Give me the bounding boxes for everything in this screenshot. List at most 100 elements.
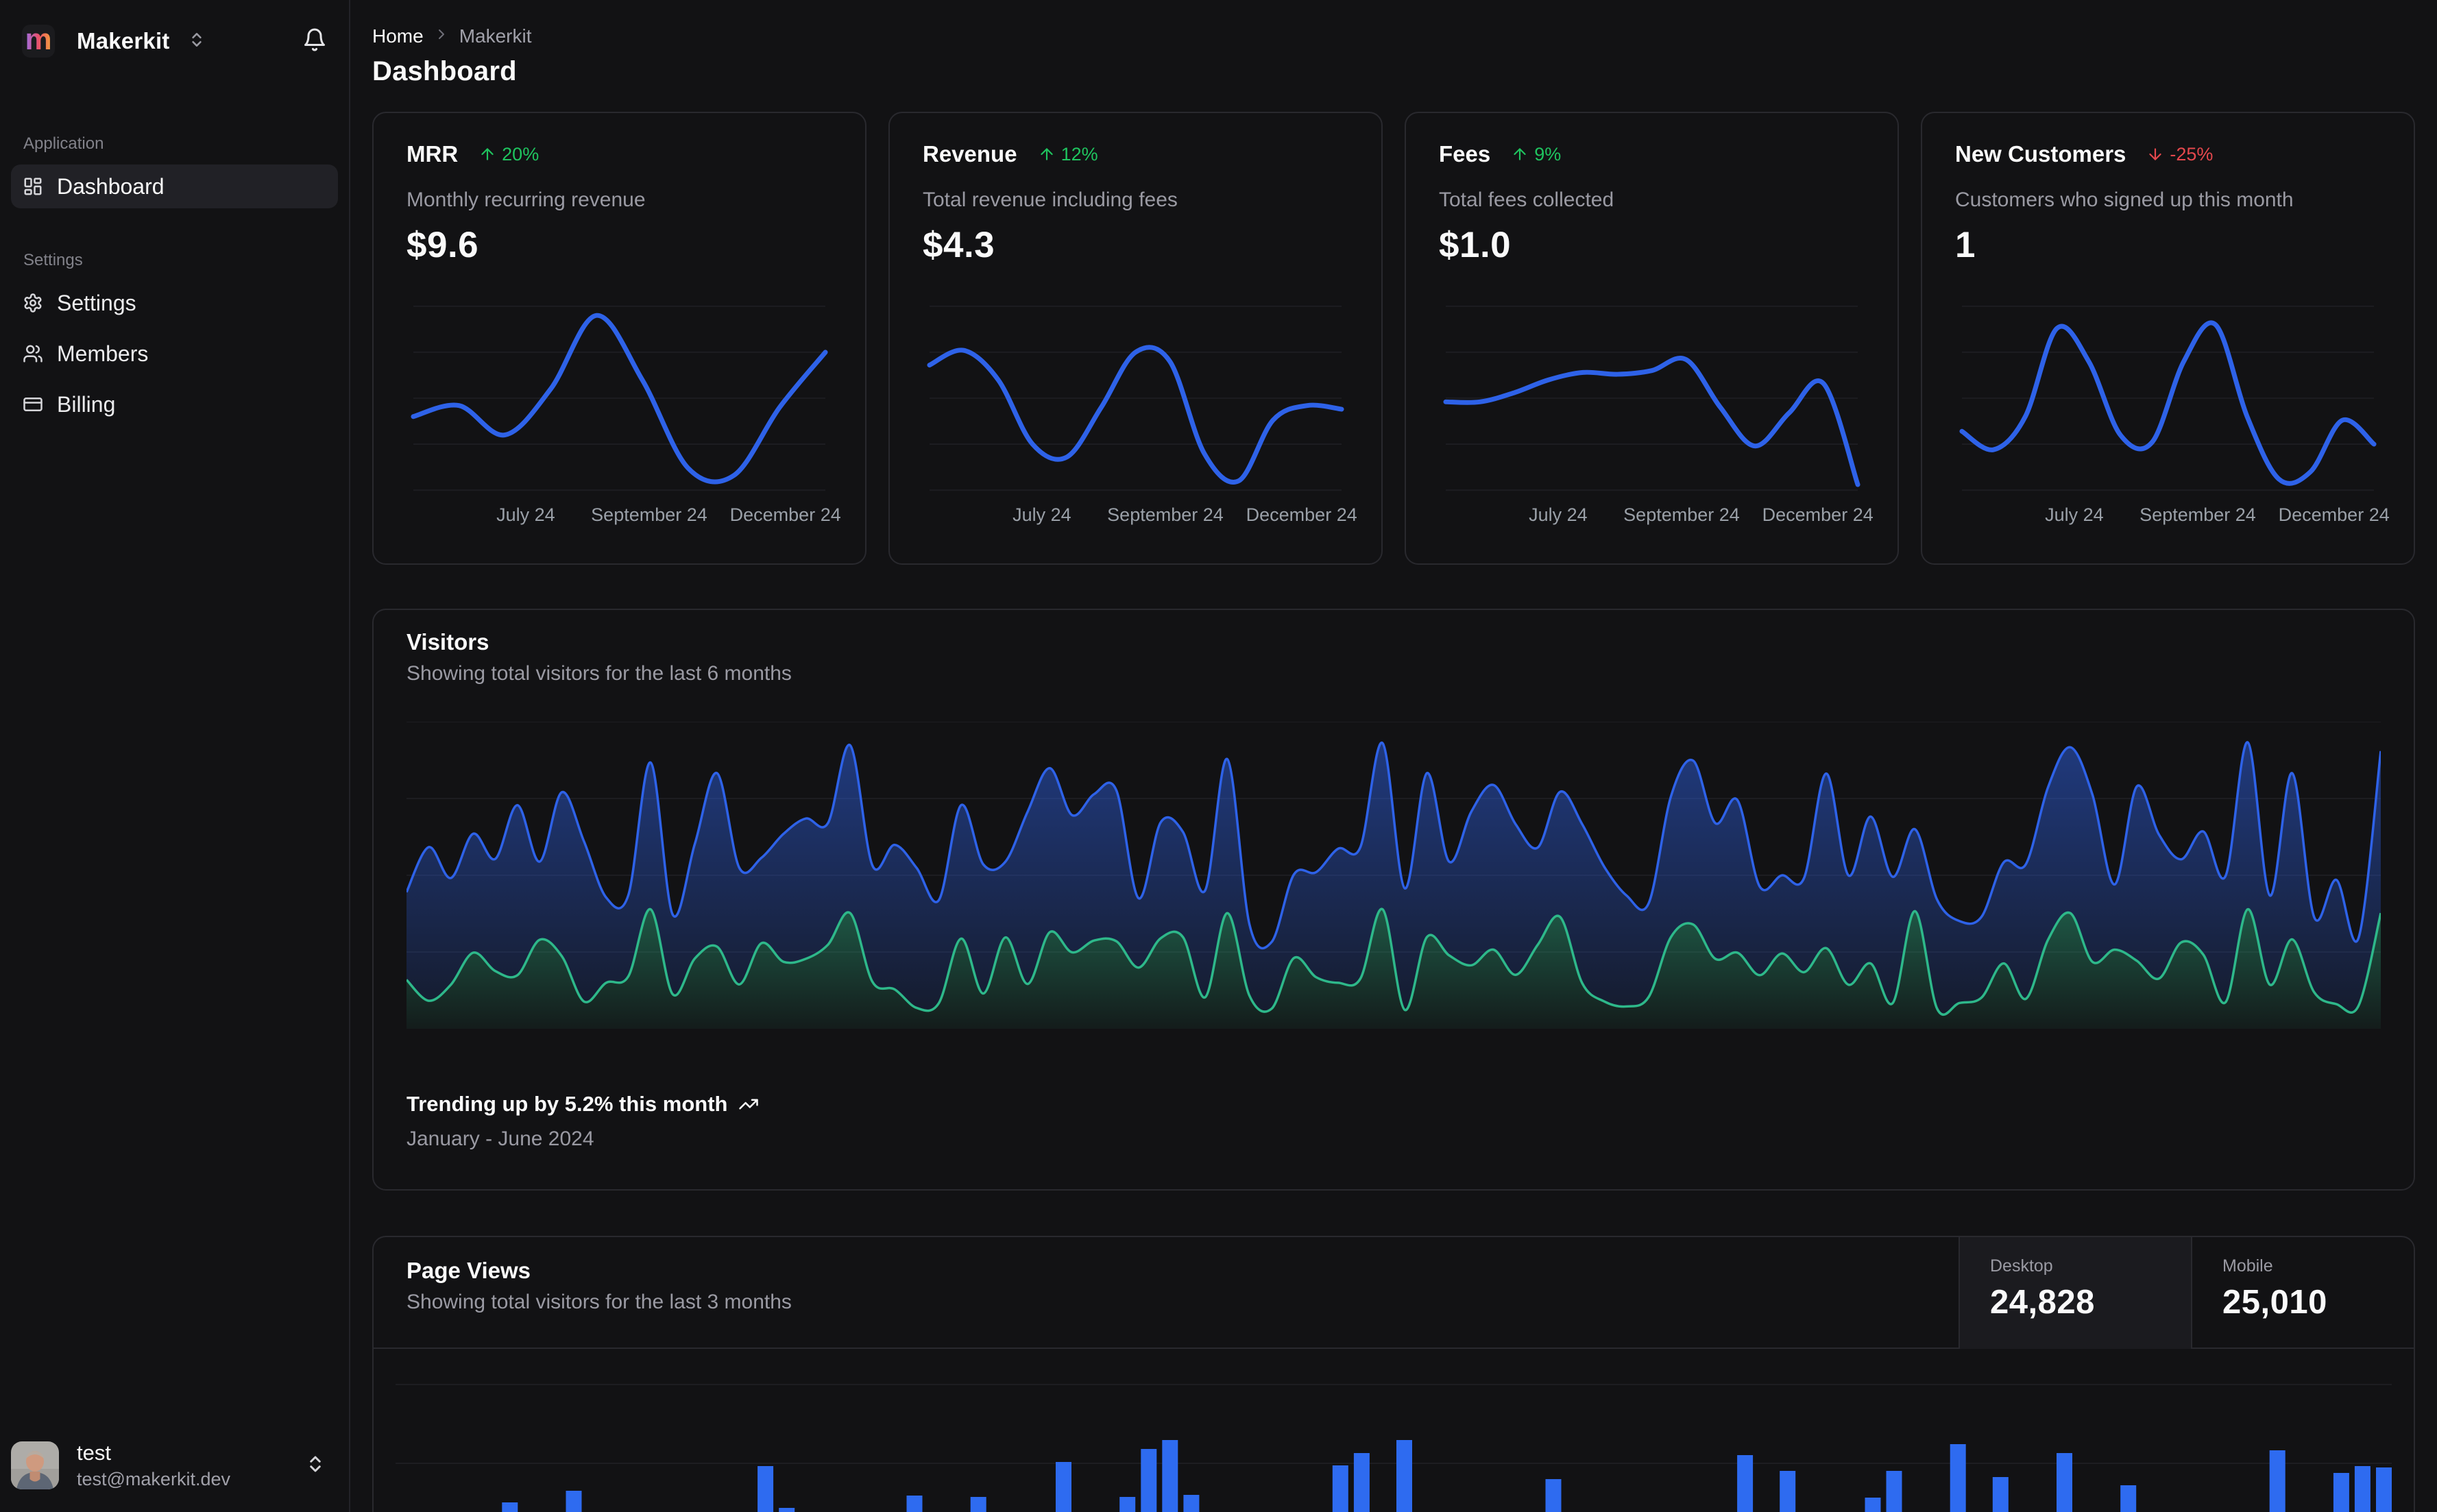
toggle-label: Desktop: [1990, 1256, 2053, 1276]
sparkline-x-axis: July 24 September 24 December 24: [1439, 495, 1874, 533]
user-meta: test test@makerkit.dev: [77, 1440, 230, 1492]
x-tick: September 24: [1623, 504, 1740, 525]
trend-badge: 9%: [1511, 144, 1561, 165]
users-icon: [23, 345, 43, 363]
visitors-title: Visitors: [407, 629, 489, 655]
avatar: [11, 1441, 59, 1490]
sparkline-x-axis: July 24 September 24 December 24: [923, 495, 1357, 533]
page-views-subtitle: Showing total visitors for the last 3 mo…: [407, 1291, 792, 1313]
trend-badge: -25%: [2146, 144, 2213, 165]
credit-card-icon: [23, 398, 43, 411]
x-tick: December 24: [2278, 504, 2390, 525]
layout-dashboard-icon: [24, 178, 42, 195]
trend-up-icon: [1040, 148, 1053, 160]
trend-value: 9%: [1534, 143, 1562, 164]
toggle-mobile[interactable]: Mobile 25,010: [2191, 1237, 2414, 1349]
stat-card-header: Fees 9%: [1439, 141, 1865, 168]
sidebar-item-label: Dashboard: [57, 173, 165, 199]
chevrons-up-down-icon-wrap: [188, 31, 206, 52]
stat-subtitle: Monthly recurring revenue: [407, 188, 646, 211]
stat-title: Revenue: [923, 141, 1017, 167]
workspace-switcher[interactable]: m Makerkit: [11, 11, 338, 71]
notifications-button[interactable]: [302, 27, 327, 56]
stat-card-header: Revenue 12%: [923, 141, 1348, 168]
toggle-value: 25,010: [2222, 1284, 2327, 1321]
breadcrumb-current: Makerkit: [459, 25, 532, 47]
x-tick: December 24: [1246, 504, 1357, 525]
visitors-trend-text: Trending up by 5.2% this month: [407, 1092, 728, 1116]
bell-icon: [304, 28, 325, 51]
main-content: Home Makerkit Dashboard MRR 20% Monthly …: [350, 0, 2437, 1512]
sparkline-chart: July 24 September 24 December 24: [407, 289, 841, 533]
logo-m-icon: m: [25, 25, 51, 56]
user-email: test@makerkit.dev: [77, 1469, 230, 1490]
breadcrumb: Home Makerkit: [372, 25, 2415, 48]
x-tick: July 24: [2045, 504, 2104, 525]
toggle-value: 24,828: [1990, 1284, 2095, 1321]
sidebar: m Makerkit Application Dashboard Setting…: [0, 0, 350, 1512]
sidebar-item-label: Settings: [57, 290, 136, 315]
visitors-footer: Trending up by 5.2% this month January -…: [407, 1092, 759, 1151]
trend-value: -25%: [2170, 143, 2214, 164]
stat-card-0: MRR 20% Monthly recurring revenue $9.6 J…: [372, 112, 866, 565]
chevrons-up-down-icon-wrap: [305, 1454, 326, 1478]
chevron-right-icon-wrap: [433, 25, 450, 47]
stat-card-header: MRR 20%: [407, 141, 832, 168]
trend-value: 12%: [1060, 143, 1098, 164]
avatar-photo-icon: [11, 1441, 59, 1490]
page-views-toggles: Desktop 24,828 Mobile 25,010: [1959, 1237, 2414, 1349]
visitors-subtitle: Showing total visitors for the last 6 mo…: [407, 662, 792, 685]
toggle-label: Mobile: [2222, 1256, 2273, 1276]
visitors-area-chart: [407, 722, 2381, 1029]
chevrons-up-down-icon: [310, 1456, 321, 1472]
page-views-title: Page Views: [407, 1258, 531, 1283]
x-tick: July 24: [1529, 504, 1588, 525]
trend-up-icon: [481, 148, 494, 160]
visitors-trend-line: Trending up by 5.2% this month: [407, 1092, 759, 1117]
sidebar-item-dashboard[interactable]: Dashboard: [11, 164, 338, 208]
breadcrumb-home[interactable]: Home: [372, 25, 424, 47]
workspace-name: Makerkit: [77, 28, 170, 53]
page-views-card: Page Views Showing total visitors for th…: [372, 1236, 2415, 1512]
user-menu[interactable]: test test@makerkit.dev: [11, 1433, 338, 1502]
trend-up-icon: [1514, 148, 1526, 160]
chevrons-up-down-icon: [191, 32, 202, 47]
x-tick: July 24: [1013, 504, 1071, 525]
sidebar-item-billing[interactable]: Billing: [11, 382, 338, 426]
stats-grid: MRR 20% Monthly recurring revenue $9.6 J…: [372, 112, 2415, 565]
stat-subtitle: Customers who signed up this month: [1955, 188, 2294, 211]
gear-icon: [24, 293, 42, 313]
trend-value: 20%: [502, 143, 539, 164]
sparkline-chart: July 24 September 24 December 24: [1955, 289, 2390, 533]
sidebar-group-label-settings: Settings: [23, 251, 83, 269]
stat-card-header: New Customers -25%: [1955, 141, 2381, 168]
stat-subtitle: Total revenue including fees: [923, 188, 1178, 211]
stat-card-2: Fees 9% Total fees collected $1.0 July 2…: [1405, 112, 1899, 565]
sidebar-item-label: Members: [57, 341, 149, 366]
x-tick: December 24: [729, 504, 841, 525]
stat-value: $9.6: [407, 225, 479, 265]
stat-title: Fees: [1439, 141, 1491, 167]
trend-down-icon: [2149, 148, 2162, 160]
sparkline-chart: July 24 September 24 December 24: [1439, 289, 1874, 533]
sidebar-item-label: Billing: [57, 391, 116, 417]
sidebar-item-members[interactable]: Members: [11, 332, 338, 376]
sidebar-group-label-application: Application: [23, 134, 104, 153]
makerkit-logo: m: [22, 25, 55, 58]
x-tick: July 24: [496, 504, 555, 525]
stat-subtitle: Total fees collected: [1439, 188, 1614, 211]
trending-up-icon: [739, 1099, 759, 1110]
page-title: Dashboard: [372, 56, 517, 86]
stat-title: New Customers: [1955, 141, 2126, 167]
stat-value: $1.0: [1439, 225, 1512, 265]
visitors-card: Visitors Showing total visitors for the …: [372, 609, 2415, 1191]
toggle-desktop[interactable]: Desktop 24,828: [1959, 1237, 2191, 1349]
page-views-titles: Page Views Showing total visitors for th…: [407, 1258, 792, 1314]
sparkline-x-axis: July 24 September 24 December 24: [407, 495, 841, 533]
x-tick: September 24: [591, 504, 707, 525]
svg-text:m: m: [25, 25, 51, 56]
page-views-bar-chart: [374, 1350, 2414, 1512]
sidebar-item-settings[interactable]: Settings: [11, 281, 338, 325]
stat-card-1: Revenue 12% Total revenue including fees…: [888, 112, 1383, 565]
stat-title: MRR: [407, 141, 459, 167]
